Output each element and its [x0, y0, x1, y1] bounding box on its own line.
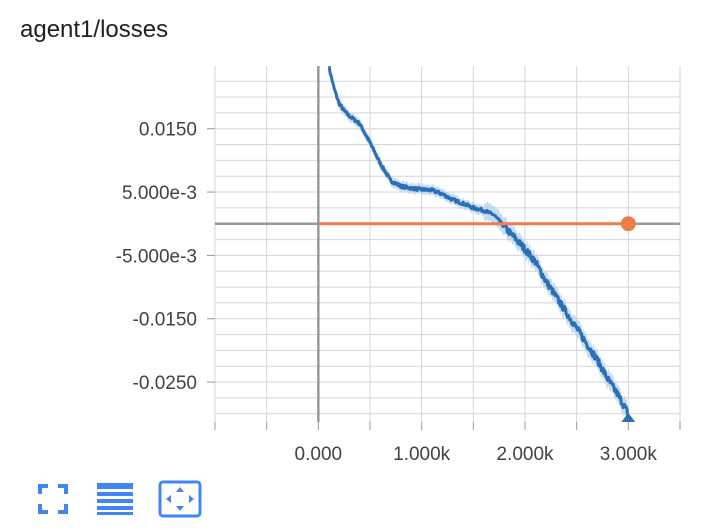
series-main-line	[327, 66, 630, 416]
x-tick-label: 0.000	[295, 444, 343, 465]
x-tick-label: 3.000k	[600, 444, 658, 465]
series-layer	[318, 66, 636, 422]
y-tick-label: -0.0150	[133, 310, 197, 331]
series-clip-group	[327, 66, 630, 422]
y-tick-label: -0.0250	[133, 373, 197, 394]
y-axis-ticks: 0.0150 5.000e-3 -5.000e-3 -0.0150 -0.0250	[116, 120, 215, 394]
x-tick-label: 2.000k	[496, 444, 554, 465]
fit-domain-icon[interactable]	[158, 480, 202, 518]
chart-title: agent1/losses	[20, 16, 169, 43]
fullscreen-icon[interactable]	[38, 484, 68, 514]
grid-lines	[214, 66, 681, 422]
series-main-band	[328, 66, 629, 422]
series-ref-end-marker	[620, 216, 636, 232]
y-tick-label: 0.0150	[139, 120, 197, 141]
x-tick-label: 1.000k	[393, 444, 451, 465]
series-main-end-marker	[621, 413, 636, 422]
y-tick-label: 5.000e-3	[122, 183, 197, 204]
zero-axes	[215, 66, 680, 422]
x-axis-ticks: 0.000 1.000k 2.000k 3.000k	[214, 422, 681, 465]
line-chart[interactable]: 0.0150 5.000e-3 -5.000e-3 -0.0150 -0.0250 0.…	[0, 0, 712, 470]
toggle-log-icon[interactable]	[96, 482, 134, 516]
y-tick-label: -5.000e-3	[116, 246, 197, 267]
